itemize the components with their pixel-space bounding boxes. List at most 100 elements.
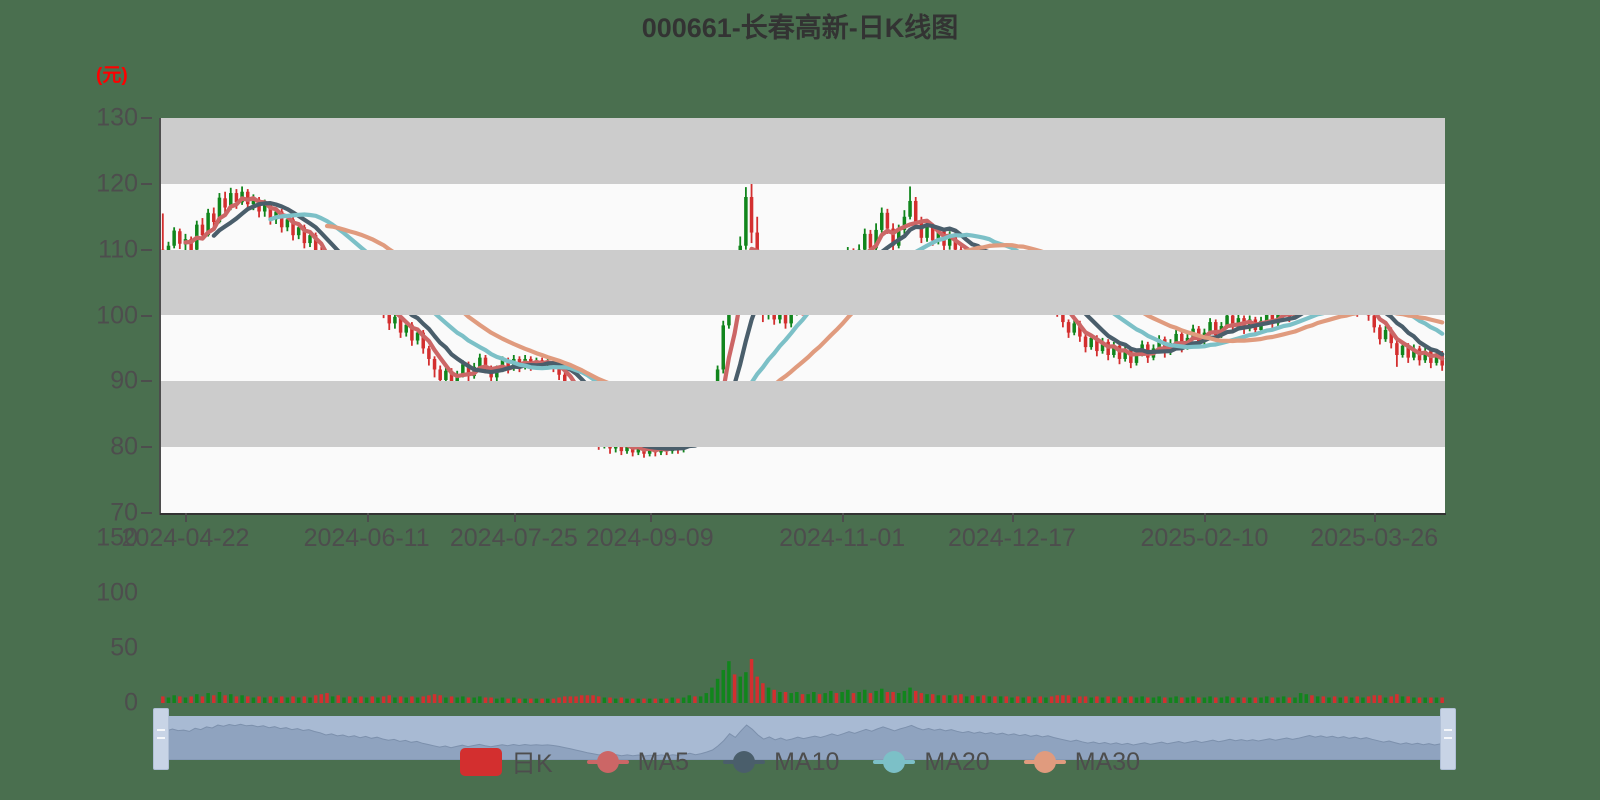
candle-body bbox=[625, 444, 629, 452]
volume-bar bbox=[1117, 696, 1122, 703]
price-y-tick-mark bbox=[141, 512, 152, 514]
candle-body bbox=[1157, 339, 1161, 349]
candle-body bbox=[404, 324, 408, 333]
candle-body bbox=[296, 227, 301, 236]
volume-bar bbox=[461, 696, 465, 703]
volume-bar bbox=[206, 693, 210, 703]
candle-body bbox=[1123, 349, 1127, 359]
volume-bar bbox=[1440, 697, 1444, 703]
volume-bar bbox=[993, 696, 997, 703]
legend-item-ma10[interactable]: MA10 bbox=[723, 748, 839, 777]
candle-body bbox=[1066, 322, 1071, 333]
candle-body bbox=[1112, 345, 1116, 355]
candle-body bbox=[749, 197, 754, 233]
volume-y-tick-label: 150 bbox=[96, 523, 138, 552]
volume-bar bbox=[506, 698, 510, 703]
candle-body bbox=[217, 197, 222, 223]
volume-bar bbox=[636, 698, 641, 703]
datazoom-handle-left[interactable] bbox=[153, 708, 169, 770]
volume-bar bbox=[245, 696, 250, 703]
volume-bar bbox=[1230, 697, 1235, 703]
price-y-tick-label: 100 bbox=[96, 301, 138, 329]
legend-label: 日K bbox=[510, 750, 553, 778]
volume-bar bbox=[761, 683, 765, 703]
volume-bar bbox=[551, 698, 556, 703]
price-y-axis-line bbox=[159, 118, 161, 515]
datazoom-handle-right[interactable] bbox=[1440, 708, 1456, 770]
volume-bar bbox=[840, 692, 844, 703]
candle-body bbox=[387, 312, 392, 324]
volume-bar bbox=[1378, 695, 1382, 703]
volume-bar bbox=[1157, 696, 1161, 703]
candle-body bbox=[268, 204, 273, 220]
volume-bar bbox=[1270, 697, 1275, 703]
legend-item-ma20[interactable]: MA20 bbox=[873, 748, 990, 777]
volume-bar bbox=[676, 698, 680, 703]
volume-bar bbox=[1219, 697, 1224, 703]
price-y-tick-label: 80 bbox=[110, 432, 138, 461]
volume-bar bbox=[1327, 697, 1331, 703]
volume-bar bbox=[546, 698, 550, 703]
volume-bar bbox=[387, 695, 392, 703]
volume-bar bbox=[1293, 697, 1297, 703]
volume-bar bbox=[591, 695, 595, 703]
volume-bar bbox=[829, 690, 833, 703]
volume-bar bbox=[398, 696, 403, 703]
candle-body bbox=[466, 364, 471, 377]
volume-bar bbox=[1072, 697, 1076, 703]
legend-item-kline[interactable]: 日K bbox=[459, 744, 553, 780]
volume-bar bbox=[438, 695, 442, 703]
volume-bar bbox=[863, 689, 867, 703]
volume-bar bbox=[789, 693, 793, 703]
price-y-tick-mark bbox=[141, 248, 152, 251]
candle-body bbox=[1383, 329, 1388, 340]
volume-bar bbox=[783, 692, 788, 703]
volume-bar bbox=[325, 693, 329, 703]
candle-body bbox=[308, 235, 312, 244]
chart-legend: 日K MA5 MA10 MA20 MA30 bbox=[0, 742, 1600, 782]
volume-bar bbox=[302, 696, 307, 703]
volume-bar bbox=[483, 697, 488, 703]
volume-bar bbox=[427, 695, 431, 703]
volume-bar bbox=[1134, 697, 1139, 703]
volume-bar bbox=[529, 698, 533, 703]
volume-bar bbox=[364, 697, 369, 703]
legend-dot-ma20 bbox=[883, 751, 906, 773]
volume-bar bbox=[172, 695, 176, 703]
candle-body bbox=[178, 231, 182, 244]
volume-bar bbox=[432, 694, 437, 703]
candle-body bbox=[427, 348, 431, 359]
volume-bar bbox=[1236, 697, 1241, 703]
volume-y-tick-label: 0 bbox=[124, 688, 138, 717]
volume-bar bbox=[1129, 696, 1133, 703]
volume-bar bbox=[1083, 696, 1088, 703]
volume-bar bbox=[234, 696, 239, 703]
volume-bar bbox=[1010, 697, 1014, 703]
x-tick-mark bbox=[513, 513, 516, 522]
candle-body bbox=[1089, 337, 1093, 348]
volume-bar bbox=[1344, 696, 1348, 703]
candle-body bbox=[262, 204, 267, 212]
candle-body bbox=[432, 358, 437, 370]
volume-bar bbox=[1066, 695, 1071, 703]
candle-body bbox=[557, 366, 561, 375]
volume-bar bbox=[987, 696, 992, 703]
volume-bar bbox=[517, 698, 522, 703]
volume-bar bbox=[891, 692, 895, 703]
volume-bar bbox=[625, 698, 629, 703]
candle-body bbox=[1434, 353, 1439, 363]
volume-bar bbox=[942, 695, 946, 703]
volume-bar bbox=[998, 696, 1003, 703]
legend-item-ma5[interactable]: MA5 bbox=[586, 748, 689, 777]
x-tick-mark bbox=[842, 513, 845, 522]
legend-item-ma30[interactable]: MA30 bbox=[1023, 748, 1140, 777]
volume-bar bbox=[200, 696, 205, 703]
price-y-axis: 70 80 90 100 110 120 130 bbox=[0, 104, 160, 527]
legend-label: MA10 bbox=[774, 747, 840, 776]
volume-bar bbox=[953, 695, 958, 703]
volume-bar bbox=[908, 687, 912, 703]
volume-bar bbox=[732, 674, 737, 703]
price-y-tick-label: 90 bbox=[110, 366, 138, 395]
candle-body bbox=[1230, 315, 1235, 328]
